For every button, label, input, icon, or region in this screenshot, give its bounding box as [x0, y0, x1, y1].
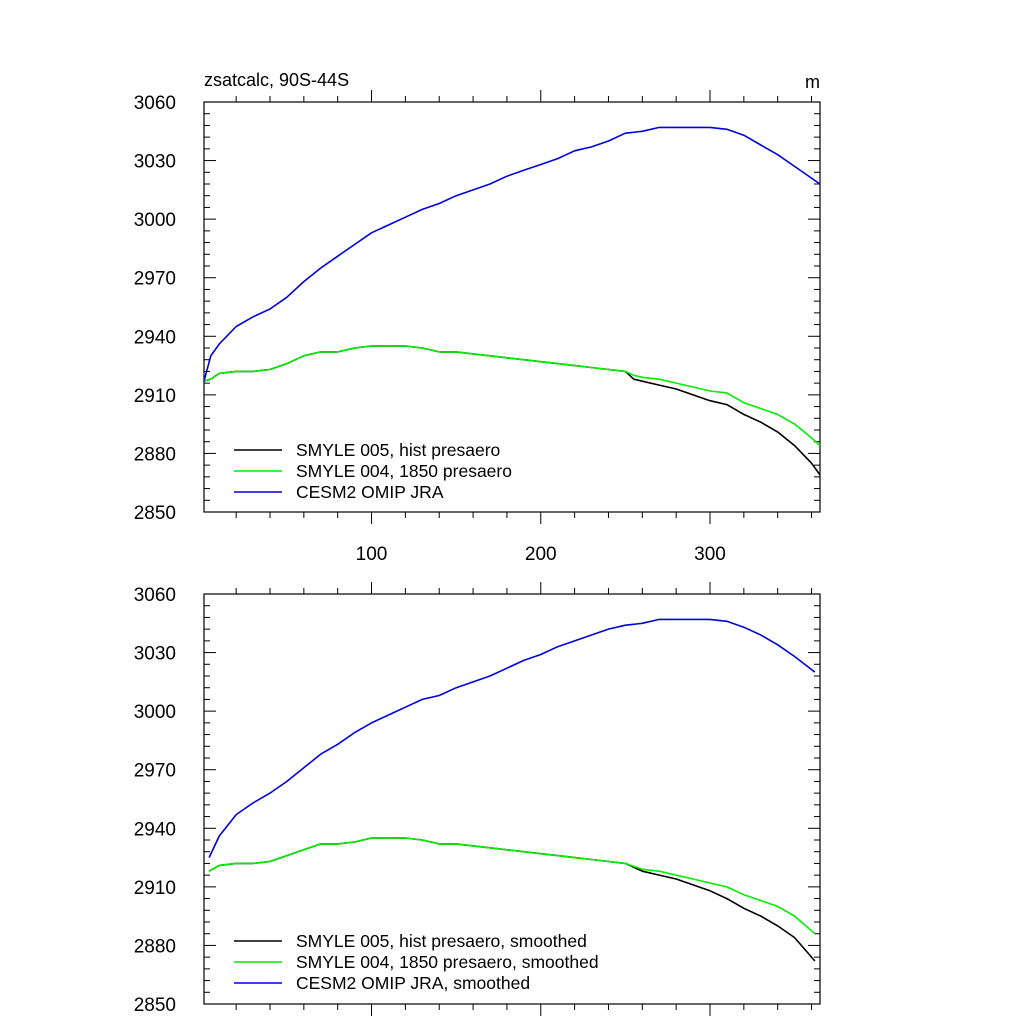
y-tick-label: 2850 [134, 503, 176, 524]
y-tick-label: 2970 [134, 269, 176, 290]
y-tick-label: 3030 [134, 152, 176, 173]
x-tick-label: 300 [694, 544, 726, 565]
y-tick-label: 3060 [134, 585, 176, 606]
x-tick-label: 100 [356, 544, 388, 565]
x-tick-label: 200 [525, 544, 557, 565]
legend-label: CESM2 OMIP JRA [296, 482, 444, 502]
series-line-1 [208, 837, 816, 935]
y-tick-label: 2880 [134, 444, 176, 465]
y-tick-label: 2910 [134, 386, 176, 407]
series-line-2 [208, 618, 816, 858]
y-tick-label: 2850 [134, 995, 176, 1016]
legend-label: CESM2 OMIP JRA, smoothed [296, 973, 530, 993]
top-panel: 2850 2880 2910 2940 2970 3000 3030 3060 100 200 30… [134, 90, 821, 565]
y-tick-label: 2940 [134, 819, 176, 840]
legend-label: SMYLE 005, hist presaero, smoothed [296, 931, 587, 951]
y-tick-label: 2940 [134, 327, 176, 348]
chart-title: zsatcalc, 90S-44S [204, 70, 349, 90]
y-tick-label: 3060 [134, 93, 176, 114]
y-tick-label: 2970 [134, 761, 176, 782]
series-line-2 [203, 126, 821, 382]
units-label: m [805, 72, 820, 92]
legend-label: SMYLE 004, 1850 presaero [296, 461, 512, 481]
series-line-1 [203, 345, 821, 447]
y-tick-label: 3000 [134, 210, 176, 231]
legend-label: SMYLE 004, 1850 presaero, smoothed [296, 952, 599, 972]
plot-frame [203, 101, 821, 513]
plot-frame [203, 593, 821, 1005]
y-tick-label: 2910 [134, 878, 176, 899]
y-tick-label: 3000 [134, 702, 176, 723]
bottom-panel: 2850 2880 2910 2940 2970 3000 3030 3060 SMYLE 00… [134, 582, 821, 1016]
y-tick-label: 2880 [134, 936, 176, 957]
y-tick-label: 3030 [134, 644, 176, 665]
legend-label: SMYLE 005, hist presaero [296, 440, 500, 460]
